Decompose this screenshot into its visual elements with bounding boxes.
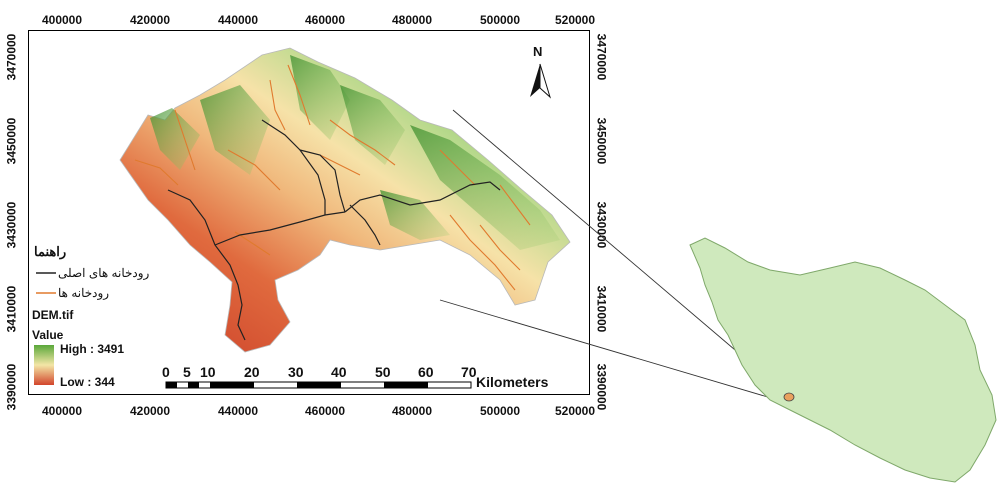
x-tick-label: 420000 bbox=[129, 404, 171, 418]
x-tick-label: 520000 bbox=[554, 13, 596, 27]
connector-line bbox=[439, 299, 789, 404]
x-tick-label: 460000 bbox=[304, 13, 346, 27]
rivers bbox=[134, 64, 531, 291]
study-area-dem bbox=[119, 47, 571, 353]
legend-title: راهنما bbox=[34, 244, 67, 259]
scale-label: 0 bbox=[162, 364, 170, 380]
x-tick-label: 440000 bbox=[217, 13, 259, 27]
connector-line bbox=[452, 109, 789, 396]
x-tick-label: 460000 bbox=[304, 404, 346, 418]
legend-rivers-label: رودخانه ها bbox=[58, 286, 110, 300]
x-tick-label: 400000 bbox=[41, 404, 83, 418]
scale-bar bbox=[165, 381, 472, 389]
legend-dem-ramp bbox=[34, 345, 54, 385]
scale-label: 30 bbox=[288, 364, 304, 380]
x-tick-label: 400000 bbox=[41, 13, 83, 27]
legend-low-label: Low : 344 bbox=[60, 375, 115, 389]
x-tick-label: 500000 bbox=[479, 13, 521, 27]
scale-label: 60 bbox=[418, 364, 434, 380]
main-rivers bbox=[167, 119, 501, 341]
iran-inset-map bbox=[689, 237, 997, 483]
legend-layer-label: DEM.tif bbox=[32, 308, 74, 322]
x-tick-label: 480000 bbox=[391, 13, 433, 27]
legend-main-rivers-label: رودخانه های اصلی bbox=[58, 266, 150, 280]
north-label: N bbox=[533, 44, 543, 59]
legend-value-label: Value bbox=[32, 328, 64, 342]
study-area-marker bbox=[783, 392, 795, 402]
scale-label: 50 bbox=[375, 364, 391, 380]
x-tick-label: 500000 bbox=[479, 404, 521, 418]
scale-label: 10 bbox=[200, 364, 216, 380]
scale-unit-label: Kilometers bbox=[476, 374, 549, 390]
legend-high-label: High : 3491 bbox=[60, 342, 125, 356]
scale-label: 70 bbox=[461, 364, 477, 380]
scale-label: 5 bbox=[183, 364, 191, 380]
x-tick-label: 480000 bbox=[391, 404, 433, 418]
scale-label: 20 bbox=[244, 364, 260, 380]
scale-label: 40 bbox=[331, 364, 347, 380]
x-tick-label: 420000 bbox=[129, 13, 171, 27]
north-arrow-icon bbox=[530, 63, 551, 99]
x-tick-label: 440000 bbox=[217, 404, 259, 418]
x-tick-label: 520000 bbox=[554, 404, 596, 418]
